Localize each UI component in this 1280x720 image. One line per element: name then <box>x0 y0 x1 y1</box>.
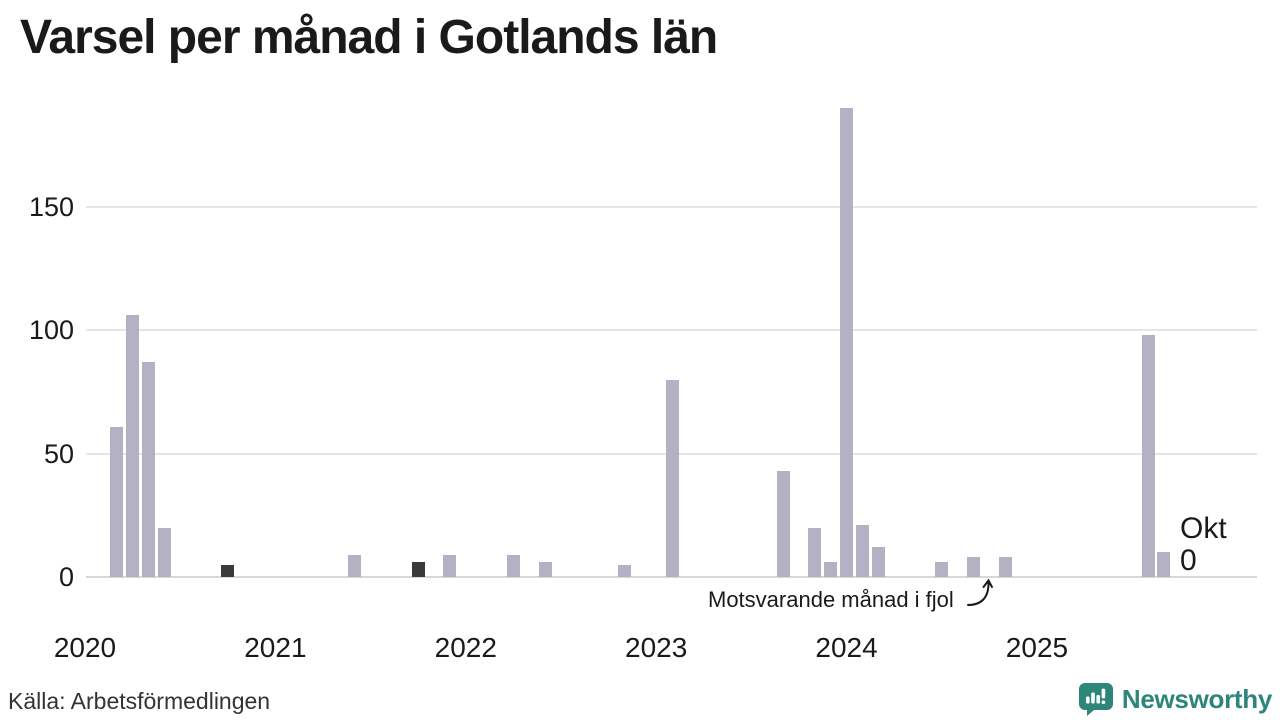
gridline-0 <box>86 576 1257 578</box>
x-tick-2025: 2025 <box>1005 632 1069 663</box>
latest-month-value: 0 <box>1180 544 1197 577</box>
bar-2024-11 <box>998 557 1012 577</box>
bar-2020-05 <box>142 362 155 577</box>
x-tick-2020: 2020 <box>53 632 117 663</box>
bar-2021-12 <box>443 555 457 577</box>
bar-2022-11 <box>617 565 631 577</box>
bar-2020-03 <box>110 427 124 577</box>
gridline-150 <box>86 205 1257 208</box>
bar-2023-12 <box>824 562 838 577</box>
bar-2020-10 <box>221 565 235 577</box>
newsworthy-icon <box>1078 683 1113 716</box>
bar-2023-09 <box>776 471 790 577</box>
bar-2024-03 <box>871 547 885 577</box>
newsworthy-wordmark: Newsworthy <box>1121 683 1272 714</box>
x-tick-2022: 2022 <box>434 632 497 663</box>
annotation-label: Motsvarande månad i fjol <box>708 587 954 612</box>
x-tick-2023: 2023 <box>625 632 688 663</box>
bar-2023-02 <box>665 380 679 577</box>
bar-2024-02 <box>855 525 869 577</box>
gridline-100 <box>86 329 1257 332</box>
latest-month-name: Okt <box>1180 512 1227 545</box>
bar-2020-06 <box>157 528 171 577</box>
y-tick-50: 50 <box>43 438 74 469</box>
latest-month-label: Okt 0 <box>1180 513 1227 577</box>
annotation-arrow-icon <box>967 578 993 606</box>
bar-2023-11 <box>808 528 822 577</box>
bar-2025-09 <box>1157 552 1171 577</box>
y-tick-100: 100 <box>28 315 74 346</box>
bar-2022-06 <box>538 562 552 577</box>
y-tick-150: 150 <box>28 191 74 222</box>
bar-2024-07 <box>935 562 949 577</box>
bar-2025-08 <box>1141 335 1155 577</box>
bar-2021-10 <box>411 562 425 577</box>
bar-2024-01 <box>840 108 854 577</box>
bar-2020-04 <box>126 315 140 577</box>
bar-2021-06 <box>348 555 362 577</box>
bar-2024-09 <box>967 557 980 577</box>
x-tick-2021: 2021 <box>244 632 307 663</box>
page-title: Varsel per månad i Gotlands län <box>20 11 718 64</box>
y-tick-0: 0 <box>58 562 74 592</box>
bar-2022-04 <box>506 555 520 577</box>
source-label: Källa: Arbetsförmedlingen <box>8 688 271 714</box>
x-tick-2024: 2024 <box>815 632 878 663</box>
newsworthy-logo: Newsworthy <box>1078 682 1272 716</box>
